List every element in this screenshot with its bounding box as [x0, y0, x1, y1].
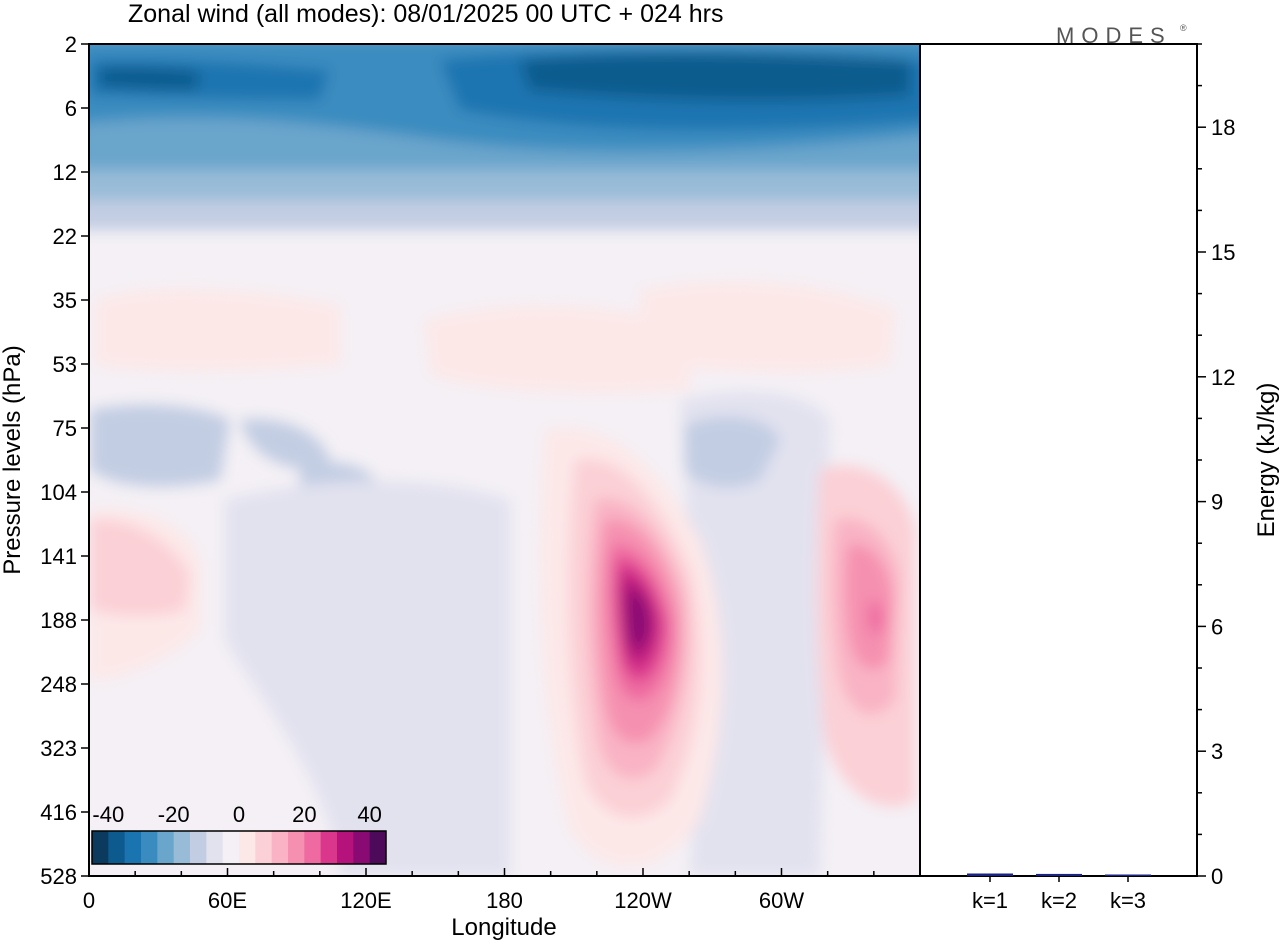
y-axis: 2 6 12 22 35 53 75 104 141 188 248 323 416 528	[40, 32, 89, 889]
colorbar-tick-label: -40	[92, 802, 124, 827]
colorbar-swatch	[157, 831, 175, 864]
colorbar-swatch	[141, 831, 158, 864]
colorbar: -40 -20 0 20 40	[91, 802, 387, 865]
bar-category-label: k=2	[1041, 888, 1077, 913]
y-tick-label: 323	[40, 736, 77, 761]
energy-tick-label: 0	[1211, 864, 1223, 889]
colorbar-swatch	[255, 831, 273, 864]
energy-tick-label: 3	[1211, 739, 1223, 764]
y-tick-label: 53	[53, 352, 77, 377]
bar-category-label: k=3	[1110, 888, 1146, 913]
energy-bar	[967, 873, 1013, 876]
colorbar-swatch	[222, 831, 240, 864]
colorbar-swatch	[239, 831, 256, 864]
colorbar-tick-label: -20	[158, 802, 190, 827]
y-tick-label: 35	[53, 288, 77, 313]
x-tick-label: 180	[486, 888, 523, 913]
y-tick-label: 12	[53, 160, 77, 185]
field-contours	[89, 44, 920, 876]
colorbar-tick-label: 40	[357, 802, 381, 827]
colorbar-swatch	[124, 831, 142, 864]
y-tick-label: 248	[40, 672, 77, 697]
bar-category-label: k=1	[972, 888, 1008, 913]
y-tick-label: 2	[65, 32, 77, 57]
x-axis-label: Longitude	[451, 914, 556, 941]
x-tick-label: 60E	[208, 888, 247, 913]
energy-bars: k=1 k=2 k=3	[967, 873, 1151, 913]
colorbar-swatch	[173, 831, 191, 864]
modes-logo-mark: ®	[1180, 23, 1187, 33]
y-tick-label: 22	[53, 224, 77, 249]
y-tick-label: 416	[40, 800, 77, 825]
y-tick-label: 75	[53, 416, 77, 441]
y-tick-label: 188	[40, 608, 77, 633]
energy-frame	[919, 43, 1198, 877]
energy-axis-label: Energy (kJ/kg)	[1253, 383, 1280, 538]
colorbar-frame	[91, 830, 387, 865]
energy-tick-label: 9	[1211, 490, 1223, 515]
y-tick-label: 528	[40, 864, 77, 889]
x-tick-label: 0	[83, 888, 95, 913]
x-axis: 0 60E 120E 180 120W 60W	[83, 868, 921, 913]
energy-bar	[1036, 873, 1082, 876]
y-tick-label: 6	[65, 96, 77, 121]
y-axis-label: Pressure levels (hPa)	[0, 345, 26, 574]
colorbar-swatch	[92, 831, 109, 864]
colorbar-swatch	[271, 831, 289, 864]
energy-tick-label: 18	[1211, 115, 1235, 140]
energy-axis: 0 3 6 9 12 15 18	[1197, 43, 1235, 889]
colorbar-swatch	[337, 831, 354, 864]
colorbar-swatch	[304, 831, 322, 864]
heatmap-field	[89, 44, 920, 876]
y-tick-label: 104	[40, 480, 77, 505]
colorbar-tick-label: 20	[292, 802, 316, 827]
colorbar-tick-label: 0	[233, 802, 245, 827]
x-tick-label: 120E	[340, 888, 391, 913]
y-tick-label: 141	[40, 544, 77, 569]
energy-tick-label: 6	[1211, 614, 1223, 639]
energy-tick-label: 12	[1211, 365, 1235, 390]
colorbar-swatch	[206, 831, 224, 864]
colorbar-swatch	[190, 831, 207, 864]
colorbar-swatch	[108, 831, 126, 864]
chart-title: Zonal wind (all modes): 08/01/2025 00 UT…	[128, 0, 723, 28]
x-tick-label: 120W	[614, 888, 672, 913]
energy-bar	[1105, 874, 1151, 876]
colorbar-swatch	[369, 831, 387, 864]
x-tick-label: 60W	[759, 888, 804, 913]
energy-tick-label: 15	[1211, 240, 1235, 265]
colorbar-swatch	[288, 831, 305, 864]
colorbar-swatch	[320, 831, 338, 864]
colorbar-swatch	[353, 831, 371, 864]
